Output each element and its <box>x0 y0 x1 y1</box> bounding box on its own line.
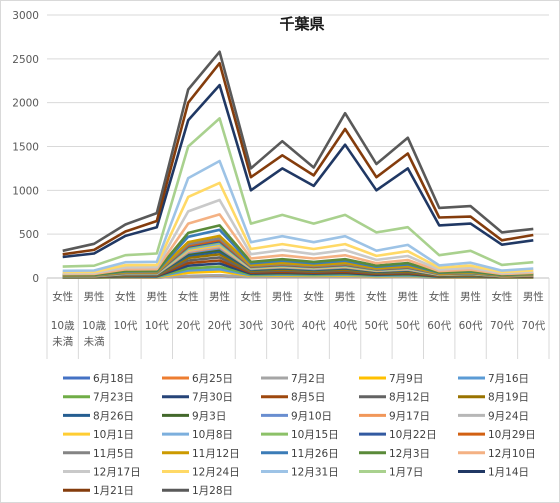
x-category-bottom: 70代 <box>490 320 514 332</box>
x-category-top: 女性 <box>491 290 512 303</box>
series-line <box>62 181 534 274</box>
legend-label: 6月25日 <box>192 373 233 385</box>
legend-label: 8月12日 <box>389 392 430 404</box>
x-category-top: 女性 <box>366 290 387 303</box>
legend-label: 9月10日 <box>291 410 332 422</box>
x-category-bottom: 未満 <box>84 336 105 348</box>
legend-label: 12月24日 <box>192 467 240 479</box>
legend-label: 12月10日 <box>488 448 536 460</box>
y-tick-label: 1500 <box>12 142 39 154</box>
legend-label: 1月28日 <box>192 485 233 497</box>
series-line <box>62 224 534 277</box>
x-category-top: 男性 <box>146 290 167 303</box>
x-category-top: 女性 <box>52 290 73 303</box>
series-line <box>62 61 534 256</box>
x-category-top: 男性 <box>523 290 544 303</box>
x-category-bottom: 10歳 <box>51 320 75 332</box>
legend-label: 9月17日 <box>389 410 430 422</box>
y-tick-label: 3000 <box>12 10 39 22</box>
legend-label: 10月29日 <box>488 429 536 441</box>
series-line <box>62 159 534 273</box>
x-category-top: 女性 <box>178 290 199 303</box>
x-category-bottom: 60代 <box>427 320 451 332</box>
legend-label: 8月5日 <box>291 392 325 404</box>
x-category-top: 女性 <box>303 290 324 303</box>
legend-label: 10月22日 <box>389 429 437 441</box>
legend-label: 8月19日 <box>488 392 529 404</box>
x-category-top: 女性 <box>429 290 450 303</box>
legend-label: 9月3日 <box>192 410 226 422</box>
x-category-bottom: 10代 <box>114 320 138 332</box>
series-line <box>62 213 534 276</box>
x-category-top: 男性 <box>84 290 105 303</box>
legend-label: 7月30日 <box>192 392 233 404</box>
x-category-top: 女性 <box>240 290 261 303</box>
legend-label: 11月12日 <box>192 448 240 460</box>
legend-label: 12月3日 <box>389 448 430 460</box>
legend-label: 7月16日 <box>488 373 529 385</box>
x-category-bottom: 50代 <box>365 320 389 332</box>
x-axis: 女性10歳未満男性10歳未満女性10代男性10代女性20代男性20代女性30代男… <box>46 277 550 359</box>
legend-label: 7月9日 <box>389 373 423 385</box>
legend-label: 8月26日 <box>93 410 134 422</box>
legend-label: 1月21日 <box>93 485 134 497</box>
y-tick-label: 1000 <box>12 185 39 197</box>
legend-label: 12月31日 <box>291 467 339 479</box>
legend-label: 11月26日 <box>291 448 339 460</box>
series-line <box>62 83 534 259</box>
legend-label: 6月18日 <box>93 373 134 385</box>
x-category-top: 男性 <box>397 290 418 303</box>
x-category-bottom: 20代 <box>208 320 232 332</box>
series-line <box>62 50 534 253</box>
legend-label: 10月1日 <box>93 429 134 441</box>
y-tick-label: 500 <box>19 229 39 241</box>
series-line <box>62 198 534 275</box>
x-category-bottom: 40代 <box>302 320 326 332</box>
x-category-bottom: 60代 <box>459 320 483 332</box>
legend-label: 10月15日 <box>291 429 339 441</box>
y-tick-label: 2500 <box>12 54 39 66</box>
x-category-top: 女性 <box>115 290 136 303</box>
legend-label: 7月2日 <box>291 373 325 385</box>
legend-label: 9月24日 <box>488 410 529 422</box>
x-category-bottom: 未満 <box>52 336 73 348</box>
x-category-bottom: 10歳 <box>82 320 106 332</box>
x-category-bottom: 20代 <box>176 320 200 332</box>
legend-label: 7月23日 <box>93 392 134 404</box>
x-category-top: 男性 <box>460 290 481 303</box>
legend: 6月18日 6月25日 7月2日 7月9日 7月16日 7月23日 7月30日 8月5日 8月1… <box>63 373 536 497</box>
x-category-bottom: 50代 <box>396 320 420 332</box>
x-category-bottom: 30代 <box>270 320 294 332</box>
chart-title: 千葉県 <box>279 15 324 33</box>
x-category-bottom: 10代 <box>145 320 169 332</box>
x-category-top: 男性 <box>335 290 356 303</box>
x-category-bottom: 30代 <box>239 320 263 332</box>
y-axis: 0 500 1000 1500 2000 2500 3000 <box>12 10 39 285</box>
series-line <box>62 117 534 268</box>
legend-label: 1月14日 <box>488 467 529 479</box>
legend-label: 12月17日 <box>93 467 141 479</box>
x-category-bottom: 40代 <box>333 320 357 332</box>
y-tick-label: 2000 <box>12 98 39 110</box>
legend-label: 1月7日 <box>389 467 423 479</box>
series-lines <box>62 50 534 280</box>
x-category-top: 男性 <box>209 290 230 303</box>
legend-label: 10月8日 <box>192 429 233 441</box>
y-tick-label: 0 <box>32 273 39 285</box>
x-category-bottom: 70代 <box>521 320 545 332</box>
legend-label: 11月5日 <box>93 448 134 460</box>
x-category-top: 男性 <box>272 290 293 303</box>
